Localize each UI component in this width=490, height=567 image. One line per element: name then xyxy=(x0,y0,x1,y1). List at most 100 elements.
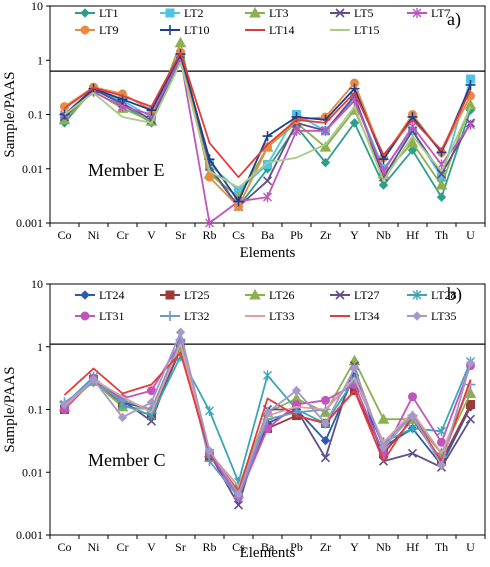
chart-b-data-point xyxy=(204,446,215,456)
chart-a-legend-swatch-marker xyxy=(165,25,175,35)
chart-b-legend-swatch-marker xyxy=(165,311,175,321)
chart-b-data-point xyxy=(320,435,331,446)
chart-a-x-axis-title: Elements xyxy=(240,245,296,261)
chart-b-legend-swatch-marker xyxy=(335,290,345,300)
chart-b-legend-label: LT33 xyxy=(269,309,295,323)
chart-a-data-point xyxy=(436,169,447,179)
chart-b-legend-label: LT24 xyxy=(99,288,125,302)
chart-a-legend-label: LT2 xyxy=(184,6,204,20)
chart-b-data-point xyxy=(291,385,302,396)
chart-b-data-point xyxy=(321,395,330,405)
chart-a-legend-entry: LT1 xyxy=(75,6,119,20)
chart-a-data-point xyxy=(349,118,360,128)
chart-b-data-point xyxy=(465,414,476,424)
chart-a-panel-label: a) xyxy=(447,9,461,30)
chart-a-y-tick-label: 0.01 xyxy=(22,162,43,176)
chart-a-data-point xyxy=(263,159,272,169)
chart-b-x-tick-label: Cr xyxy=(117,540,129,554)
chart-a-x-tick-label: Th xyxy=(435,228,448,242)
chart-b-y-tick-label: 0.01 xyxy=(22,465,43,479)
chart-a-x-tick-label: Rb xyxy=(202,228,216,242)
chart-a-data-point xyxy=(435,179,448,190)
chart-b-data-point xyxy=(175,327,186,337)
chart-b-legend-entry: LT26 xyxy=(245,288,295,302)
chart-a-x-tick-label: Nb xyxy=(376,228,391,242)
chart-b-data-point xyxy=(407,410,418,421)
chart-b-legend-entry: LT31 xyxy=(75,309,125,323)
chart-b-x-tick-label: Y xyxy=(350,540,359,554)
chart-b-data-point xyxy=(408,423,417,434)
chart-b-panel-label: b) xyxy=(447,284,462,305)
chart-b-x-tick-label: Cs xyxy=(232,540,245,554)
chart-b-legend-entry: LT27 xyxy=(330,288,380,302)
chart-b-legend-entry: LT33 xyxy=(245,309,295,323)
chart-b-data-point xyxy=(378,442,389,452)
chart-a-legend-entry: LT10 xyxy=(160,23,210,37)
chart-b-data-point xyxy=(205,405,214,416)
chart-b-legend-label: LT26 xyxy=(269,288,295,302)
chart-a-data-point xyxy=(292,125,301,136)
chart-b-x-tick-label: Nb xyxy=(376,540,391,554)
chart-b-data-point xyxy=(408,392,417,402)
chart-b-legend-entry: LT28 xyxy=(407,288,457,302)
chart-a-member-annotation: Member E xyxy=(88,160,164,180)
chart-a-legend-entry: LT2 xyxy=(160,6,204,20)
chart-a-legend-swatch-marker xyxy=(412,8,422,18)
chart-a-data-point xyxy=(320,157,331,168)
chart-a-x-tick-label: Sr xyxy=(175,228,186,242)
chart-a-legend-entry: LT3 xyxy=(245,6,289,20)
chart-b-data-point xyxy=(263,370,272,381)
chart-a-data-point xyxy=(406,136,419,148)
chart-b-data-point xyxy=(88,374,99,385)
chart-a-data-point xyxy=(378,154,389,165)
chart-a-data-point xyxy=(465,79,476,90)
chart-b-series-lt35 xyxy=(59,327,476,499)
chart-a-data-point xyxy=(262,176,273,186)
chart-b-member-annotation: Member C xyxy=(88,450,165,470)
chart-b-series-line xyxy=(63,351,472,493)
chart-a-legend-label: LT10 xyxy=(184,23,210,37)
chart-b-data-point xyxy=(233,489,244,499)
chart-b-data-point xyxy=(348,354,361,366)
chart-a-data-point xyxy=(436,192,447,202)
chart-b-x-tick-label: Co xyxy=(57,540,71,554)
chart-a-legend-entry: LT7 xyxy=(407,6,451,20)
chart-a-x-tick-label: Pb xyxy=(290,228,303,242)
chart-a-legend-entry: LT14 xyxy=(245,23,295,37)
chart-a-y-tick-label: 0.1 xyxy=(28,108,43,122)
chart-b-x-tick-label: Rb xyxy=(202,540,216,554)
chart-b-data-point xyxy=(320,453,331,463)
chart-a-legend-entry: LT5 xyxy=(330,6,374,20)
chart-a-data-point xyxy=(464,98,477,110)
chart-a-data-point xyxy=(319,141,332,152)
chart-a-series-lt14 xyxy=(63,51,472,179)
chart-a-legend-label: LT14 xyxy=(269,23,295,37)
chart-b-data-point xyxy=(262,407,273,418)
chart-b-legend-label: LT35 xyxy=(431,309,457,323)
chart-a-x-tick-label: U xyxy=(466,228,475,242)
chart-b-legend-swatch-marker xyxy=(80,290,90,300)
chart-a-x-tick-label: Ni xyxy=(88,228,101,242)
chart-b-x-tick-label: Ba xyxy=(261,540,275,554)
chart-a-legend-label: LT15 xyxy=(354,23,380,37)
chart-a-legend-swatch-marker xyxy=(80,25,90,35)
chart-a-legend-swatch-marker xyxy=(335,8,345,18)
chart-b-x-tick-label: Hf xyxy=(406,540,419,554)
chart-b-data-point xyxy=(233,500,244,510)
chart-b-data-point xyxy=(59,399,70,410)
chart-a-y-tick-label: 0.001 xyxy=(16,216,43,230)
chart-b-legend-label: LT25 xyxy=(184,288,210,302)
chart-a-y-tick-label: 10 xyxy=(31,0,43,13)
chart-b-panel: 0.001 0.01 0.1 1 10 Co Ni Cr V Sr Rb Cs Ba Pb Zr Y Nb Hf T… xyxy=(2,277,486,561)
chart-b-data-point xyxy=(436,460,447,470)
chart-b-x-tick-label: Ni xyxy=(88,540,101,554)
chart-a-legend-label: LT3 xyxy=(269,6,289,20)
chart-a-panel: 0.001 0.01 0.1 1 10 Co Ni Cr V Sr Rb Cs Ba Pb Zr Y Nb Hf T… xyxy=(2,0,486,261)
chart-a-data-point xyxy=(263,192,272,203)
chart-a-x-tick-label: Zr xyxy=(320,228,331,242)
chart-a-data-point xyxy=(378,180,389,190)
chart-a-legend-entry: LT15 xyxy=(330,23,380,37)
chart-b-data-point xyxy=(377,413,390,424)
chart-b-legend-swatch-marker xyxy=(165,290,175,300)
